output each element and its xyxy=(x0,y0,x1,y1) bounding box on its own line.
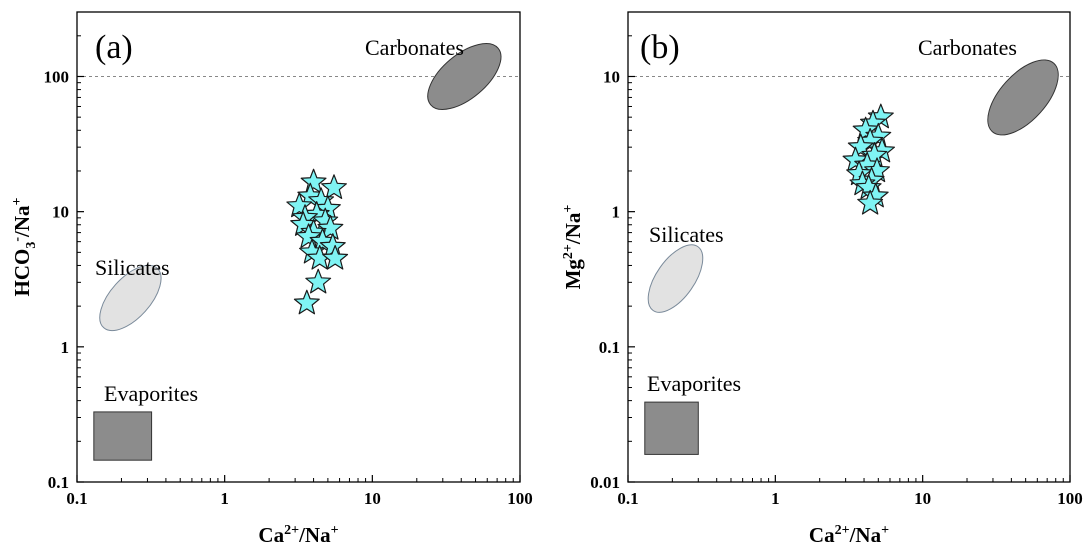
y-tick-label: 10 xyxy=(52,203,69,222)
data-point xyxy=(852,116,879,142)
carbonates-region xyxy=(427,43,502,110)
y-tick-label: 10 xyxy=(603,67,620,86)
silicates-region xyxy=(99,264,162,332)
data-point xyxy=(305,268,332,294)
plot-frame xyxy=(627,11,1071,483)
data-point xyxy=(286,192,313,218)
x-tick-label: 1 xyxy=(771,489,780,508)
carbonates-region xyxy=(987,59,1059,136)
data-point xyxy=(842,146,869,172)
data-point xyxy=(849,170,876,196)
panel-label: (a) xyxy=(95,29,133,66)
silicates-label: Silicates xyxy=(95,255,170,280)
y-axis-title: Mg2+/Na+ xyxy=(561,205,585,290)
data-point xyxy=(293,289,320,315)
evaporites-region xyxy=(93,411,153,461)
y-axis-title: HCO3-/Na+ xyxy=(10,197,39,296)
carbonates-label: Carbonates xyxy=(918,35,1017,60)
y-tick-label: 0.1 xyxy=(599,338,620,357)
data-point xyxy=(317,214,344,240)
x-tick-label: 100 xyxy=(507,489,533,508)
evaporites-region xyxy=(644,401,699,455)
data-point xyxy=(847,133,874,159)
panel-a: Carbonates Silicates Evaporites 0.1 1 10 100 0.… xyxy=(10,11,533,547)
x-tick-label: 1 xyxy=(220,489,229,508)
y-tick-label: 100 xyxy=(44,67,70,86)
panel-b: Carbonates Silicates Evaporites 0.1 1 10 100 0.… xyxy=(561,11,1083,547)
y-tick-label: 1 xyxy=(612,203,621,222)
silicates-region xyxy=(647,244,704,313)
x-tick-label: 10 xyxy=(914,489,931,508)
silicates-label: Silicates xyxy=(649,222,724,247)
y-tick-label: 0.1 xyxy=(48,473,69,492)
data-point xyxy=(857,189,884,215)
data-point xyxy=(321,174,347,199)
x-tick-label: 10 xyxy=(364,489,381,508)
evaporites-label: Evaporites xyxy=(104,381,198,406)
x-tick-label: 0.1 xyxy=(66,489,87,508)
x-axis-title: Ca2+/Na+ xyxy=(809,523,889,547)
data-point xyxy=(295,223,322,249)
plot-frame xyxy=(76,11,521,483)
x-tick-label: 100 xyxy=(1057,489,1083,508)
y-tick-label: 0.01 xyxy=(590,473,620,492)
data-point xyxy=(322,244,349,270)
y-tick-label: 1 xyxy=(61,338,70,357)
panel-label: (b) xyxy=(640,29,680,66)
x-axis-title: Ca2+/Na+ xyxy=(258,523,338,547)
carbonates-label: Carbonates xyxy=(365,35,464,60)
data-point xyxy=(300,168,327,194)
x-tick-label: 0.1 xyxy=(617,489,638,508)
evaporites-label: Evaporites xyxy=(647,371,741,396)
